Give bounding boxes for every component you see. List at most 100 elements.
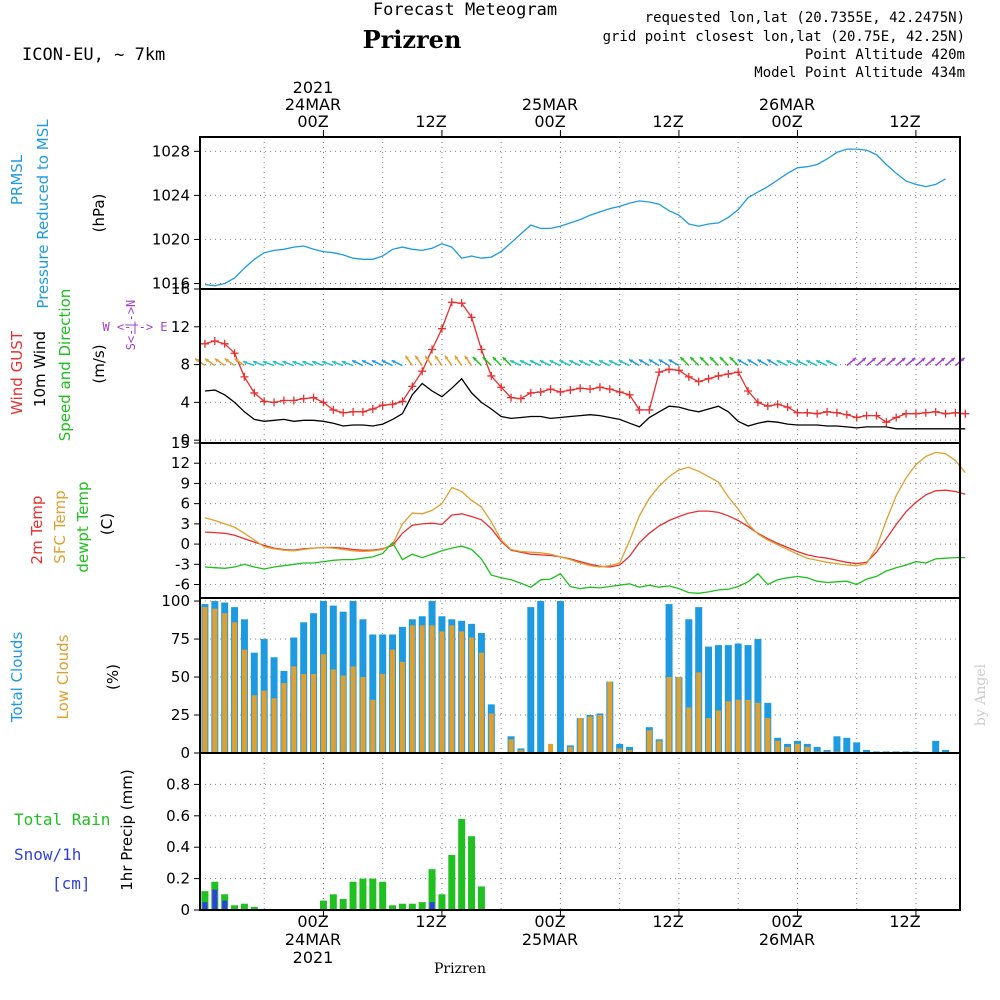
snow-unit-label: [cm] — [52, 874, 91, 893]
bar — [369, 878, 377, 910]
gust-marker — [220, 339, 229, 348]
bar — [389, 905, 397, 910]
wind-arrow-head — [510, 360, 515, 364]
bar — [419, 625, 425, 753]
y-tick-label: 4 — [180, 393, 190, 411]
bottom-time-label: 12Z — [652, 912, 683, 931]
bar — [478, 652, 484, 753]
bar — [429, 625, 435, 753]
wind-arrow-head — [911, 357, 916, 362]
bottom-date-label: 24MAR — [285, 930, 341, 949]
wind-arrow-head — [331, 360, 336, 365]
gust-marker — [645, 405, 654, 414]
gust-marker — [862, 411, 871, 420]
bottom-date-label: 26MAR — [759, 930, 815, 949]
bar — [775, 740, 781, 753]
y-tick-label: 1016 — [152, 274, 190, 292]
top-date-label: 24MAR — [285, 95, 341, 114]
bar — [339, 899, 347, 910]
bar — [379, 881, 387, 910]
wind-arrow-head — [747, 359, 752, 363]
wind-arrow-head — [282, 360, 287, 365]
y-tick-label: 12 — [171, 454, 190, 472]
bar — [744, 645, 752, 753]
y-tick-label: 15 — [171, 434, 190, 452]
bar — [469, 637, 475, 753]
bar — [567, 746, 573, 753]
footer-location: Prizren — [434, 961, 486, 977]
gust-marker — [714, 371, 723, 380]
gust-marker — [753, 398, 762, 407]
wind-arrow-head — [960, 357, 965, 362]
point-altitude: Point Altitude 420m — [805, 47, 965, 63]
wind-arrow-head — [931, 357, 936, 362]
wind-arrow-head — [608, 360, 613, 364]
bar — [666, 677, 672, 753]
wind-arrow-head — [195, 358, 200, 363]
gust-marker — [911, 409, 920, 418]
wind-arrow-head — [444, 355, 449, 360]
y-tick-label: 0 — [180, 431, 190, 449]
gust-marker — [951, 408, 960, 417]
gust-marker — [635, 405, 644, 414]
wind-direction-label: Speed and Direction — [56, 289, 74, 442]
bar — [360, 677, 366, 753]
bar — [222, 900, 228, 910]
y-tick-label: 1024 — [152, 186, 190, 204]
gust-marker — [388, 400, 397, 409]
wind-arrow-head — [737, 359, 742, 363]
wind-arrow-head — [776, 360, 781, 364]
bottom-time-label: 12Z — [415, 912, 446, 931]
gust-marker — [329, 405, 338, 414]
panel-frame — [199, 442, 961, 599]
wind-arrow-head — [629, 359, 634, 363]
gust-marker — [724, 370, 733, 379]
bar — [291, 666, 297, 753]
temp-dewpt-label: dewpt Temp — [74, 481, 92, 572]
gust-marker — [902, 409, 911, 418]
wind-arrow-head — [312, 360, 317, 365]
series-line — [204, 377, 966, 430]
bottom-time-label: 00Z — [771, 912, 802, 931]
bar — [231, 905, 239, 910]
gust-marker — [437, 324, 446, 333]
gust-marker — [467, 313, 476, 322]
wind-arrow-head — [502, 357, 507, 361]
bar — [676, 677, 682, 753]
bar — [251, 695, 257, 753]
wind-arrow-head — [405, 355, 410, 360]
top-time-label: 12Z — [652, 112, 683, 131]
bar — [745, 699, 751, 753]
gust-marker — [615, 387, 624, 396]
wind-arrow-head — [492, 357, 497, 361]
y-tick-label: 75 — [171, 630, 190, 648]
compass-we: W <-|-> E — [102, 320, 167, 334]
gust-marker — [457, 299, 466, 308]
app-title: Forecast Meteogram — [373, 0, 557, 20]
wind-arrow-head — [341, 360, 346, 365]
wind-arrow-head — [719, 357, 724, 361]
y-tick-label: 0.4 — [166, 838, 190, 856]
bar — [369, 634, 377, 753]
wind-arrow-head — [729, 357, 734, 361]
bar — [212, 889, 218, 910]
y-tick-label: 8 — [180, 356, 190, 374]
series-line — [204, 451, 966, 568]
precip-axis-label: 1hr Precip (mm) — [118, 769, 136, 890]
model-label: ICON-EU, ~ 7km — [22, 45, 165, 65]
wind-gust-label: Wind GUST — [8, 330, 26, 415]
wind-arrow-head — [569, 360, 574, 364]
gust-marker — [200, 339, 209, 348]
bar — [577, 718, 583, 753]
gust-marker — [250, 388, 259, 397]
clouds-unit-label: (%) — [104, 664, 122, 690]
gust-marker — [358, 407, 367, 416]
bar — [439, 631, 445, 753]
wind-arrow-head — [224, 358, 229, 363]
gust-marker — [882, 418, 891, 427]
bar — [627, 749, 633, 753]
gust-marker — [566, 386, 575, 395]
compass-sn: S<-|->N — [124, 300, 138, 351]
bar — [656, 740, 662, 753]
